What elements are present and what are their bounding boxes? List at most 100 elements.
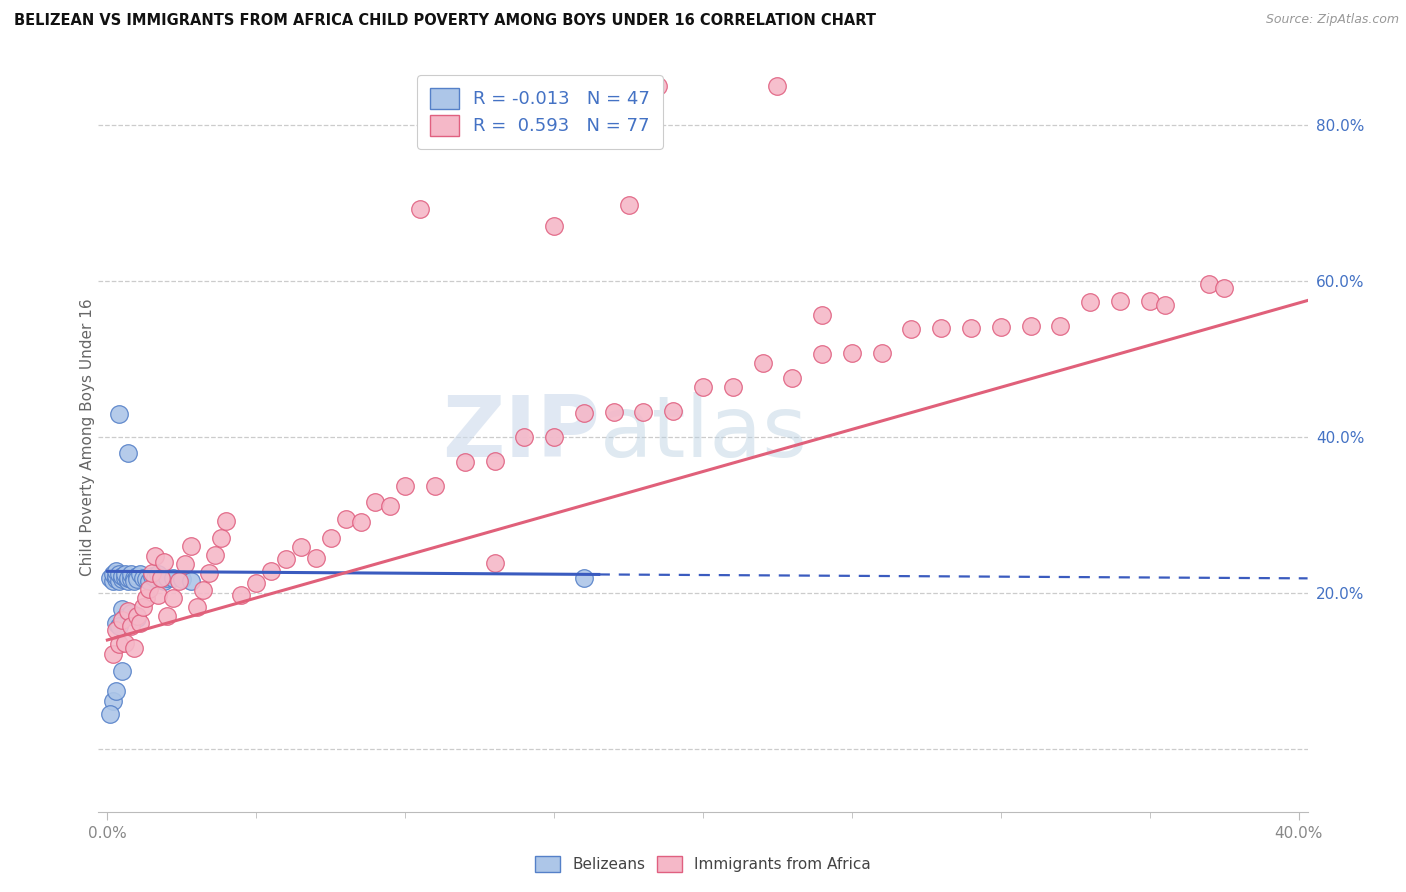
Point <box>111 613 134 627</box>
Point <box>117 604 139 618</box>
Point <box>129 566 152 581</box>
Point <box>173 557 195 571</box>
Point <box>1109 294 1132 309</box>
Point <box>572 571 595 585</box>
Point <box>633 404 655 418</box>
Point <box>364 495 387 509</box>
Point <box>811 347 834 361</box>
Point <box>111 572 134 586</box>
Point <box>602 405 624 419</box>
Point <box>143 549 166 564</box>
Point <box>108 638 131 652</box>
Point <box>380 499 402 513</box>
Point <box>231 588 253 602</box>
Point <box>1153 297 1175 311</box>
Point <box>149 571 172 585</box>
Point <box>105 565 128 579</box>
Point <box>108 566 131 581</box>
Point <box>543 430 565 444</box>
Point <box>513 430 536 444</box>
Point <box>191 582 214 597</box>
Point <box>120 618 142 632</box>
Point <box>117 446 139 460</box>
Point <box>186 600 208 615</box>
Point <box>766 78 789 93</box>
Point <box>335 511 357 525</box>
Point <box>135 591 157 605</box>
Point <box>111 664 134 679</box>
Point <box>162 571 184 585</box>
Point <box>105 569 128 583</box>
Point <box>149 572 172 586</box>
Point <box>274 551 297 566</box>
Point <box>197 566 219 580</box>
Point <box>1019 319 1042 334</box>
Point <box>543 219 565 233</box>
Point <box>103 647 125 661</box>
Legend: Belizeans, Immigrants from Africa: Belizeans, Immigrants from Africa <box>527 848 879 880</box>
Point <box>127 609 149 624</box>
Point <box>721 379 744 393</box>
Point <box>409 202 432 216</box>
Point <box>423 479 446 493</box>
Point <box>114 571 136 585</box>
Text: ZIP: ZIP <box>443 392 600 475</box>
Point <box>108 407 131 421</box>
Point <box>132 599 155 614</box>
Point <box>162 591 184 606</box>
Point <box>117 571 139 585</box>
Point <box>751 356 773 370</box>
Point <box>204 549 226 563</box>
Point <box>960 320 983 334</box>
Point <box>841 346 863 360</box>
Point <box>319 532 342 546</box>
Point <box>990 320 1012 334</box>
Point <box>647 78 669 93</box>
Point <box>305 551 328 566</box>
Text: BELIZEAN VS IMMIGRANTS FROM AFRICA CHILD POVERTY AMONG BOYS UNDER 16 CORRELATION: BELIZEAN VS IMMIGRANTS FROM AFRICA CHILD… <box>14 13 876 29</box>
Point <box>692 380 714 394</box>
Point <box>122 574 145 589</box>
Point <box>484 454 506 468</box>
Point <box>143 571 166 585</box>
Point <box>245 575 267 590</box>
Point <box>156 571 179 585</box>
Point <box>141 569 163 583</box>
Text: Source: ZipAtlas.com: Source: ZipAtlas.com <box>1265 13 1399 27</box>
Point <box>111 602 134 616</box>
Point <box>215 514 238 528</box>
Point <box>209 531 232 545</box>
Point <box>105 623 128 637</box>
Point <box>108 574 131 589</box>
Point <box>170 572 193 586</box>
Point <box>617 198 640 212</box>
Point <box>929 321 952 335</box>
Point <box>105 615 128 630</box>
Point <box>167 574 190 588</box>
Point <box>120 606 142 620</box>
Point <box>146 566 169 581</box>
Point <box>114 609 136 624</box>
Point <box>1139 293 1161 308</box>
Point <box>127 611 149 625</box>
Point <box>1213 281 1236 295</box>
Point <box>117 574 139 589</box>
Point <box>153 574 176 589</box>
Point <box>108 619 131 633</box>
Point <box>1198 277 1220 292</box>
Point <box>122 641 145 656</box>
Point <box>180 540 202 554</box>
Point <box>127 572 149 586</box>
Point <box>103 566 125 581</box>
Point <box>105 683 128 698</box>
Point <box>114 566 136 581</box>
Point <box>900 321 922 335</box>
Point <box>122 571 145 585</box>
Point <box>141 566 163 580</box>
Y-axis label: Child Poverty Among Boys Under 16: Child Poverty Among Boys Under 16 <box>80 298 94 576</box>
Point <box>394 479 416 493</box>
Point <box>105 572 128 586</box>
Point <box>120 566 142 581</box>
Point <box>870 345 893 359</box>
Point <box>782 370 804 384</box>
